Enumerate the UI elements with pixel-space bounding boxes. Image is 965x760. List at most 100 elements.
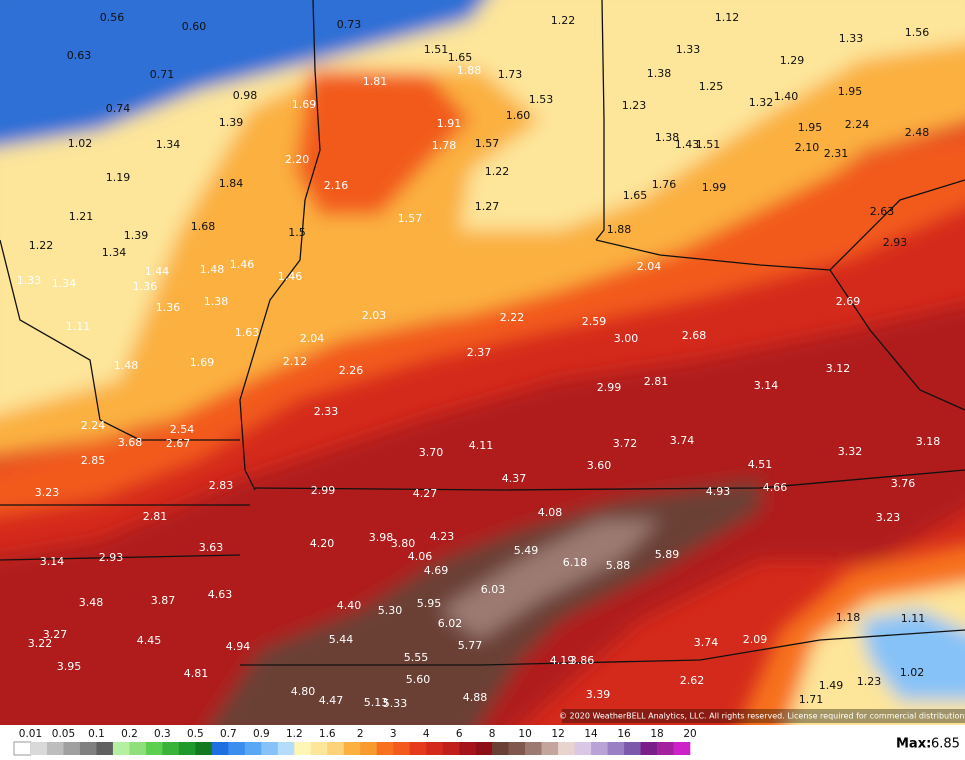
precip-label: 1.88: [607, 223, 632, 236]
precip-label: 1.23: [622, 99, 647, 112]
precip-label: 2.37: [467, 346, 492, 359]
precip-label: 2.10: [795, 141, 820, 154]
precip-label: 1.38: [655, 131, 680, 144]
precip-label: 3.14: [754, 379, 779, 392]
copyright-bg: [562, 709, 965, 723]
precip-label: 5.44: [329, 633, 354, 646]
legend-swatch: [525, 742, 542, 755]
precip-label: 3.95: [57, 660, 82, 673]
legend-swatch: [162, 742, 180, 755]
legend-swatch: [79, 742, 97, 755]
precip-label: 2.33: [314, 405, 339, 418]
legend-swatch: [277, 742, 295, 755]
legend-label: 0.7: [220, 728, 237, 740]
precip-label: 1.57: [398, 212, 423, 225]
precip-label: 1.33: [676, 43, 701, 56]
legend-swatch: [376, 742, 394, 755]
legend-label: 2: [357, 728, 364, 740]
precip-label: 1.63: [235, 326, 260, 339]
legend-swatch: [30, 742, 48, 755]
precip-label: 3.18: [916, 435, 941, 448]
precip-label: 1.19: [106, 171, 131, 184]
legend-swatch: [508, 742, 526, 755]
precip-label: 5.89: [655, 548, 680, 561]
legend-swatch: [409, 742, 427, 755]
precip-label: 4.69: [424, 564, 449, 577]
precip-label: 0.56: [100, 11, 125, 24]
precip-label: 1.76: [652, 178, 677, 191]
precip-label: 6.03: [481, 583, 506, 596]
precip-label: 3.12: [826, 362, 851, 375]
legend-swatch: [13, 741, 32, 756]
legend-label: 0.5: [187, 728, 204, 740]
precip-label: 6.02: [438, 617, 463, 630]
precip-label: 1.18: [836, 611, 861, 624]
legend: 0.01 0.05 0.1 0.2 0.3 0.5 0.7 0.9 1.2 1.6 2 3 4 6 8 10 1…: [13, 728, 697, 756]
precip-label: 1.22: [485, 165, 510, 178]
precip-label: 1.43: [675, 138, 700, 151]
precip-label: 1.44: [145, 265, 170, 278]
precip-label: 1.51: [424, 43, 449, 56]
precip-label: 1.48: [200, 263, 225, 276]
precip-label: 2.85: [81, 454, 106, 467]
precip-label: 0.63: [67, 49, 92, 62]
precip-label: 1.22: [551, 14, 576, 27]
precip-label: 1.29: [780, 54, 805, 67]
precip-label: 2.12: [283, 355, 308, 368]
max-label: Max:: [896, 737, 931, 752]
precip-label: 1.48: [114, 359, 139, 372]
precip-label: 3.86: [570, 654, 595, 667]
legend-label: 16: [617, 728, 631, 740]
legend-label: 4: [423, 728, 430, 740]
precip-label: 1.91: [437, 117, 462, 130]
precip-label: 1.02: [68, 137, 93, 150]
precip-label: 2.81: [644, 375, 669, 388]
legend-swatch: [343, 742, 361, 755]
precip-label: 2.09: [743, 633, 768, 646]
legend-swatch: [426, 742, 443, 755]
map-labels: 0.560.60 0.73 1.22 1.121.33 1.560.63 1.511.65…: [17, 11, 941, 710]
precip-label: 2.04: [300, 332, 325, 345]
precip-label: 1.71: [799, 693, 824, 706]
precip-label: 1.53: [529, 93, 554, 106]
max-value: 6.85: [931, 737, 960, 752]
precip-label: 4.66: [763, 481, 788, 494]
legend-label: 0.05: [52, 728, 75, 740]
precip-label: 1.39: [219, 116, 244, 129]
precip-label: 1.95: [838, 85, 863, 98]
precip-label: 1.39: [124, 229, 149, 242]
precip-label: 1.99: [702, 181, 727, 194]
precip-label: 5.60: [406, 673, 431, 686]
precip-label: 4.51: [748, 458, 773, 471]
precip-label: 1.02: [900, 666, 925, 679]
precip-label: 4.11: [469, 439, 494, 452]
precip-label: 3.63: [199, 541, 224, 554]
precip-label: 5.13: [364, 696, 389, 709]
precip-label: 1.40: [774, 90, 799, 103]
legend-label: 18: [650, 728, 663, 740]
legend-swatch: [541, 742, 559, 755]
precip-label: 1.81: [363, 75, 388, 88]
precip-label: 1.88: [457, 64, 482, 77]
precip-label: 1.38: [647, 67, 672, 80]
precip-label: 3.72: [613, 437, 638, 450]
precip-label: 3.27: [43, 628, 68, 641]
legend-swatch: [492, 742, 509, 755]
precip-label: 3.14: [40, 555, 65, 568]
legend-swatch: [261, 742, 279, 755]
precip-label: 4.40: [337, 599, 362, 612]
precip-label: 0.73: [337, 18, 362, 31]
precip-label: 2.62: [680, 674, 705, 687]
legend-label: 8: [489, 728, 496, 740]
legend-swatch: [63, 742, 81, 755]
legend-swatch: [591, 742, 608, 755]
precip-label: 1.23: [857, 675, 882, 688]
precip-label: 4.94: [226, 640, 251, 653]
precip-label: 1.27: [475, 200, 500, 213]
precip-label: 4.80: [291, 685, 316, 698]
legend-swatch: [442, 742, 460, 755]
legend-label: 6: [456, 728, 463, 740]
precip-label: 1.33: [839, 32, 864, 45]
precip-label: 0.74: [106, 102, 131, 115]
